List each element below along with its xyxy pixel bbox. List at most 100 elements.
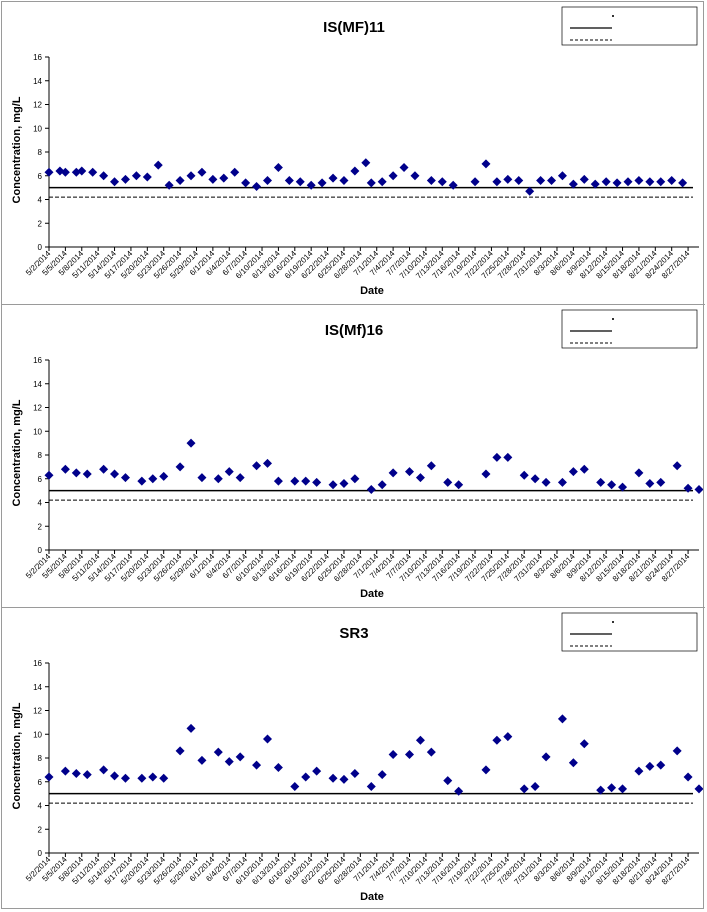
data-point (224, 757, 234, 767)
data-point (71, 768, 81, 778)
data-point (328, 480, 338, 490)
data-point (142, 172, 152, 182)
y-tick-label: 16 (33, 53, 42, 62)
data-point (377, 770, 387, 780)
data-point (579, 174, 589, 184)
data-point (656, 177, 666, 187)
data-point (60, 464, 70, 474)
y-tick-label: 6 (38, 172, 43, 181)
data-point (568, 467, 578, 477)
y-tick-label: 12 (33, 707, 42, 716)
data-point (448, 180, 458, 190)
y-tick-label: 2 (38, 219, 43, 228)
y-tick-label: 0 (38, 243, 43, 252)
data-point (252, 181, 262, 191)
data-point (388, 749, 398, 759)
y-tick-label: 6 (38, 475, 43, 484)
data-point (547, 176, 557, 185)
data-point (568, 758, 578, 768)
data-point (44, 772, 54, 782)
data-point (273, 763, 283, 772)
data-point (618, 784, 628, 794)
data-point (443, 477, 453, 487)
data-point (426, 176, 436, 185)
data-point (328, 773, 338, 783)
data-point (339, 176, 349, 185)
data-point (301, 476, 311, 486)
x-axis-label: Date (360, 285, 384, 297)
x-axis-label: Date (360, 588, 384, 600)
y-tick-label: 0 (38, 849, 43, 858)
y-axis-label: Concentration, mg/L (11, 96, 23, 203)
data-point (557, 477, 567, 487)
data-point (377, 177, 387, 187)
y-tick-label: 4 (38, 499, 43, 508)
data-point (645, 479, 655, 488)
panel-divider (1, 304, 705, 305)
data-point (137, 773, 147, 783)
data-point (454, 480, 464, 490)
data-point (503, 174, 513, 184)
data-point (262, 734, 272, 744)
data-point (110, 771, 120, 781)
data-point (415, 473, 425, 483)
data-point (197, 755, 207, 765)
data-point (317, 178, 327, 188)
data-point (672, 746, 682, 756)
data-point (667, 176, 677, 185)
data-point (290, 476, 300, 486)
data-point (481, 765, 491, 775)
data-point (71, 468, 81, 478)
data-point (678, 178, 688, 188)
legend (561, 309, 698, 349)
data-point (525, 186, 535, 196)
data-point (541, 477, 551, 487)
data-point (99, 765, 109, 775)
data-point (290, 782, 300, 791)
data-point (388, 468, 398, 478)
panel-divider (1, 607, 705, 608)
y-tick-label: 8 (38, 754, 43, 763)
y-axis-label: Concentration, mg/L (11, 702, 23, 809)
data-point (623, 177, 633, 187)
data-point (295, 177, 305, 187)
data-point (454, 786, 464, 796)
data-point (82, 770, 92, 780)
y-tick-label: 10 (33, 427, 42, 436)
data-point (273, 162, 283, 172)
data-point (541, 752, 551, 762)
data-point (503, 732, 513, 742)
data-point (481, 469, 491, 479)
data-point (366, 178, 376, 188)
data-point (219, 173, 229, 183)
y-tick-label: 16 (33, 356, 42, 365)
data-point (235, 752, 245, 762)
chart-panel-ismf11: IS(MF)11 0 2 4 6 8 10 12 14 16 5/2/2014 5/5/2014 5/… (2, 2, 703, 303)
data-point (197, 167, 207, 177)
y-tick-label: 8 (38, 451, 43, 460)
data-point (683, 772, 693, 782)
data-point (618, 482, 628, 492)
y-tick-label: 2 (38, 825, 43, 834)
data-point (230, 167, 240, 177)
y-axis-label: Concentration, mg/L (11, 399, 23, 506)
y-tick-label: 12 (33, 404, 42, 413)
chart-svg: IS(MF)11 02468101214165/2/20145/5/20145/… (11, 6, 699, 297)
data-point (410, 171, 420, 181)
data-point (579, 464, 589, 474)
legend (561, 612, 698, 652)
data-point (694, 784, 703, 794)
data-point (164, 180, 174, 190)
legend-box (561, 6, 698, 46)
data-point (634, 176, 644, 185)
data-point (284, 176, 294, 185)
data-point (148, 772, 158, 782)
data-point (426, 747, 436, 757)
data-point (672, 461, 682, 471)
legend-box (561, 612, 698, 652)
data-point (634, 468, 644, 478)
data-point (530, 474, 540, 484)
data-point (426, 461, 436, 471)
chart-svg: SR3 02468101214165/2/20145/5/20145/8/201… (11, 612, 703, 903)
